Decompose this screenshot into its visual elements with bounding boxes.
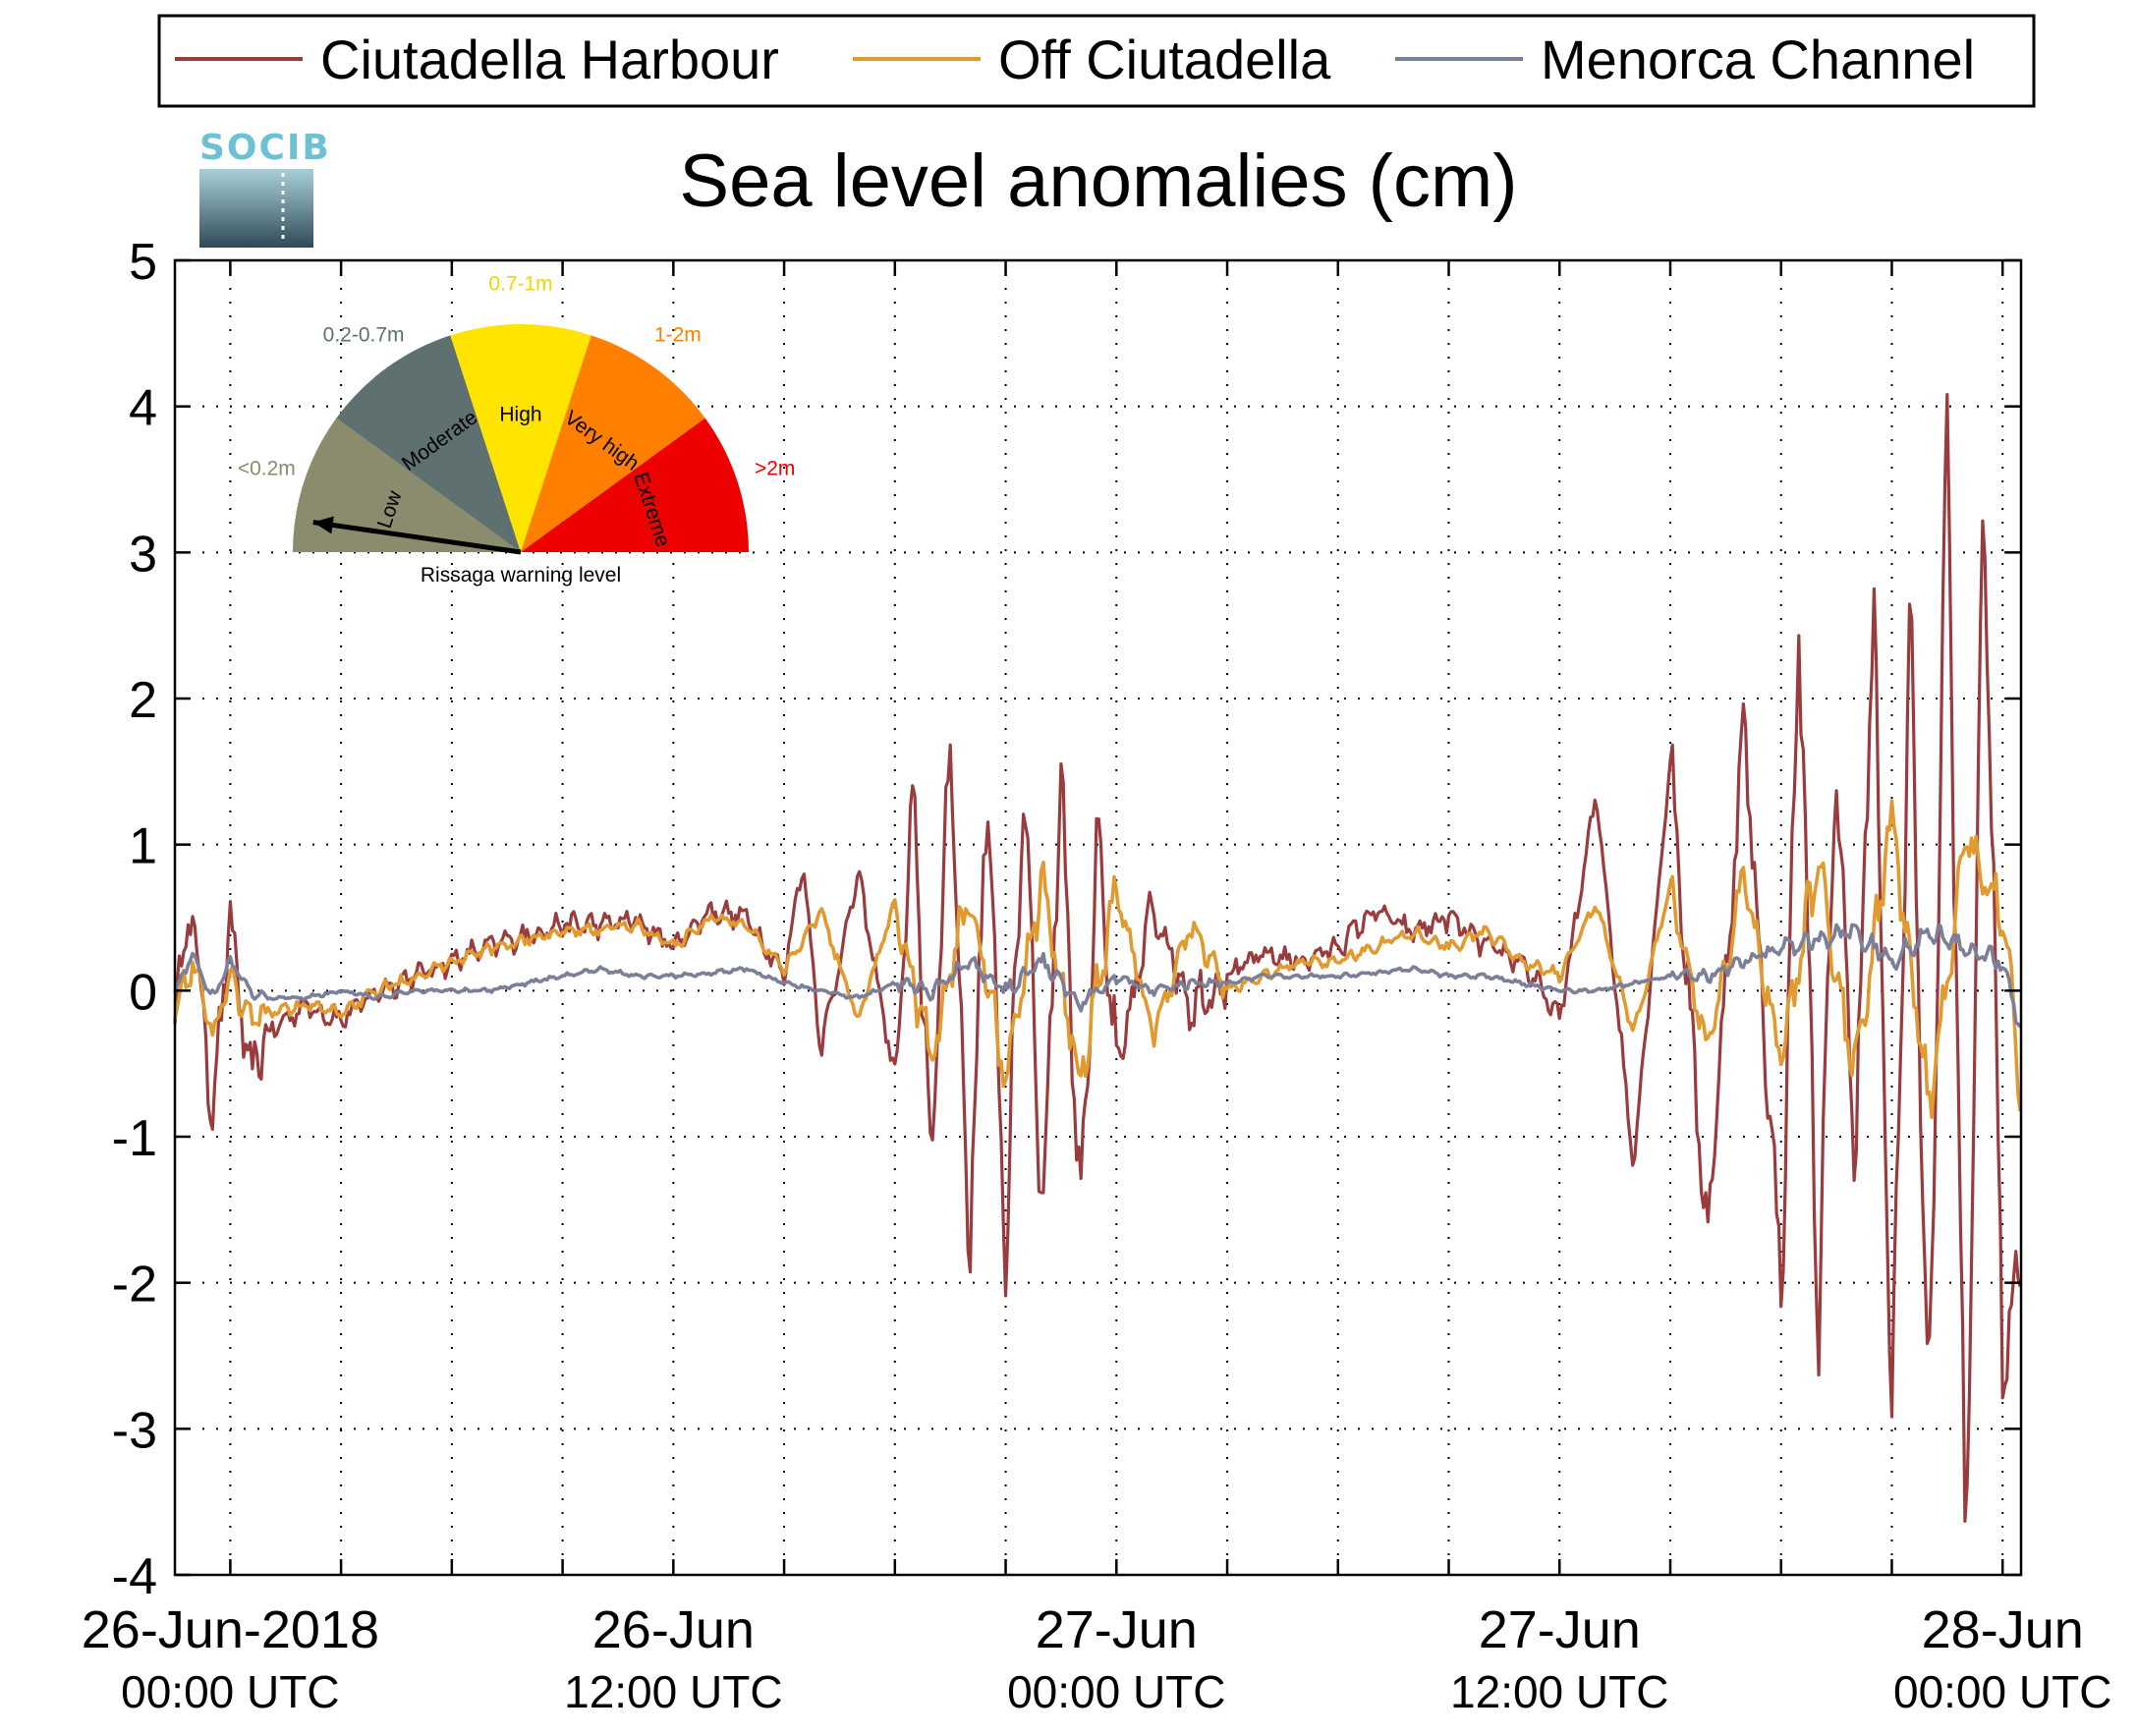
gauge-level-label: High xyxy=(499,403,541,425)
series-line xyxy=(173,799,2022,1120)
legend-label: Off Ciutadella xyxy=(998,28,1331,90)
gauge-segment xyxy=(450,323,591,552)
x-time-label: 00:00 UTC xyxy=(121,1666,339,1717)
y-tick-label: 1 xyxy=(129,818,157,875)
y-axis-labels: 5 4 3 2 1 0 -1 -2 -3 -4 xyxy=(112,234,157,1605)
gauge-range-label: >2m xyxy=(755,457,795,479)
x-date-label: 27-Jun xyxy=(1036,1600,1198,1659)
chart-title: Sea level anomalies (cm) xyxy=(679,140,1517,223)
x-axis-labels: 26-Jun-2018 00:00 UTC 26-Jun 12:00 UTC 27-Ju… xyxy=(82,1600,2112,1717)
gauge-range-label: <0.2m xyxy=(238,457,296,479)
series-line xyxy=(173,923,2022,1029)
x-date-label: 26-Jun-2018 xyxy=(82,1600,379,1659)
x-date-label: 28-Jun xyxy=(1922,1600,2084,1659)
x-time-label: 12:00 UTC xyxy=(564,1666,782,1717)
gauge-segment xyxy=(521,335,705,552)
plot-frame xyxy=(173,258,2023,1577)
y-tick-label: 5 xyxy=(129,234,157,291)
gauge-range-label: 1-2m xyxy=(654,323,702,346)
y-tick-label: -2 xyxy=(112,1257,157,1314)
x-date-label: 27-Jun xyxy=(1479,1600,1641,1659)
logo-block xyxy=(199,169,313,248)
y-tick-label: -1 xyxy=(112,1110,157,1167)
gauge-needle-head xyxy=(312,516,334,534)
gauge-range-label: 0.2-0.7m xyxy=(323,323,405,346)
legend-label: Menorca Channel xyxy=(1541,28,1975,90)
gauge-segment xyxy=(521,418,749,552)
logo-text: SOCIB xyxy=(199,128,331,168)
legend-items: Ciutadella Harbour Off Ciutadella Menorca … xyxy=(175,28,1975,90)
y-tick-label: -3 xyxy=(112,1402,157,1459)
socib-logo: SOCIB xyxy=(199,128,331,248)
series-lines xyxy=(173,393,2022,1524)
legend-label: Ciutadella Harbour xyxy=(320,28,779,90)
gauge-needle xyxy=(312,520,522,555)
x-time-label: 00:00 UTC xyxy=(1893,1666,2111,1717)
gauge-range-label: 0.7-1m xyxy=(488,273,552,296)
y-tick-label: 2 xyxy=(129,672,157,729)
x-date-label: 26-Jun xyxy=(592,1600,755,1659)
legend-box xyxy=(157,14,2036,108)
x-time-label: 00:00 UTC xyxy=(1007,1666,1225,1717)
y-tick-label: 3 xyxy=(129,526,157,583)
y-tick-label: 4 xyxy=(129,380,157,437)
gauge-segment xyxy=(293,418,521,552)
y-tick-label: -4 xyxy=(112,1548,157,1605)
axis-ticks xyxy=(175,258,2021,1577)
legend: Ciutadella Harbour Off Ciutadella Menorca … xyxy=(157,14,2036,108)
y-tick-label: 0 xyxy=(129,964,157,1021)
gauge-caption: Rissaga warning level xyxy=(421,564,621,587)
gauge-segment xyxy=(336,335,521,552)
x-time-label: 12:00 UTC xyxy=(1450,1666,1668,1717)
